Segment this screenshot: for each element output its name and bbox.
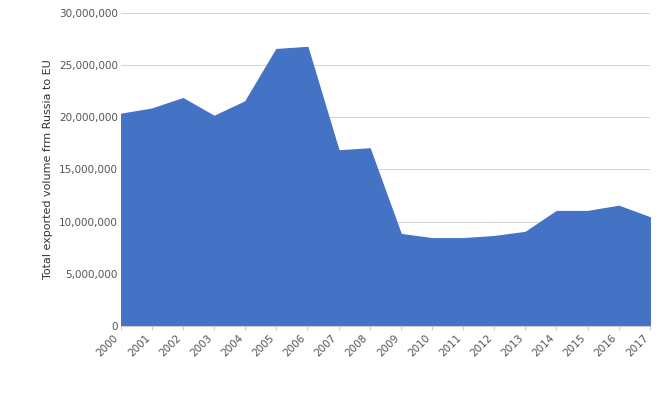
Y-axis label: Total exported volume frm Russia to EU: Total exported volume frm Russia to EU [44,59,54,279]
